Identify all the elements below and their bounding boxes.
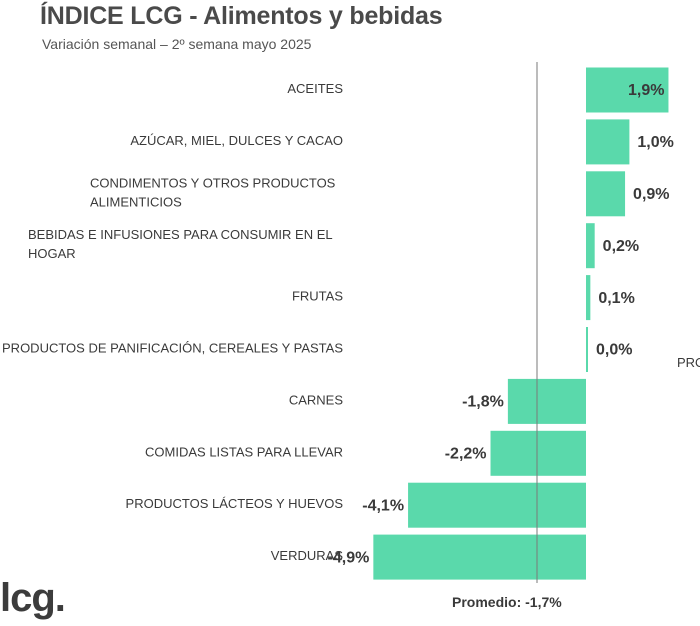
category-label: AZÚCAR, MIEL, DULCES Y CACAO — [130, 133, 343, 148]
value-label: 1,9% — [628, 82, 664, 99]
value-label: -4,1% — [362, 497, 404, 514]
category-label: BEBIDAS E INFUSIONES PARA CONSUMIR EN EL… — [28, 228, 333, 262]
category-label: VERDURAS — [271, 549, 344, 564]
category-label: PRODUCTOS DE PANIFICACIÓN, CEREALES Y PA… — [2, 341, 343, 356]
bar-4 — [586, 223, 595, 269]
category-label: CONDIMENTOS Y OTROS PRODUCTOS ALIMENTICIO… — [90, 176, 336, 210]
bar-9 — [408, 482, 586, 528]
bar-3 — [586, 171, 626, 217]
value-label: -4,9% — [328, 549, 370, 566]
value-label: -2,2% — [445, 446, 487, 463]
chart-subtitle: Variación semanal – 2º semana mayo 2025 — [42, 36, 312, 52]
chart-title: ÍNDICE LCG - Alimentos y bebidas — [40, 2, 443, 30]
value-label: 0,9% — [633, 186, 669, 203]
value-label: -1,8% — [462, 394, 504, 411]
value-labels: 1,9% 1,0% 0,9% 0,2% 0,1% 0,0% -1,8% -2,2% -4,1% -… — [328, 82, 674, 566]
bar-7 — [507, 378, 586, 424]
category-label: PRODUCTOS LÁCTEOS Y HUEVOS — [126, 497, 344, 512]
bar-2 — [586, 119, 630, 165]
lcg-logo: lcg. — [0, 576, 66, 620]
category-label: CARNES — [289, 393, 344, 408]
bar-6 — [586, 327, 588, 372]
clipped-text: PRO — [677, 355, 700, 370]
category-label: COMIDAS LISTAS PARA LLEVAR — [145, 445, 343, 460]
bar-1 — [586, 67, 669, 113]
bar-10 — [373, 534, 586, 580]
value-label: 0,1% — [598, 290, 634, 307]
category-label: ACEITES — [287, 81, 343, 96]
bar-8 — [490, 430, 586, 476]
value-label: 0,2% — [603, 238, 639, 255]
category-labels: ACEITES AZÚCAR, MIEL, DULCES Y CACAO CONDI… — [2, 81, 343, 563]
bar-5 — [586, 275, 591, 321]
value-label: 0,0% — [596, 342, 632, 359]
value-label: 1,0% — [637, 134, 673, 151]
average-label: Promedio: -1,7% — [452, 594, 562, 610]
bars-group — [373, 67, 669, 580]
category-label: FRUTAS — [292, 289, 343, 304]
